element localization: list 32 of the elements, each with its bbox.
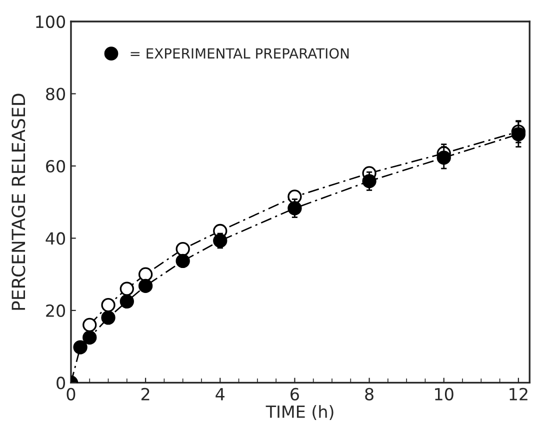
point <box>73 340 88 354</box>
x-tick-label: 0 <box>66 388 76 400</box>
x-tick-label: 2 <box>141 388 150 400</box>
point <box>101 298 116 312</box>
x-tick-label: 10 <box>435 388 454 400</box>
point <box>120 294 134 309</box>
point <box>176 242 190 256</box>
point <box>120 282 134 296</box>
y-tick-label: 20 <box>46 304 66 318</box>
point <box>138 267 153 282</box>
legend-label: = EXPERIMENTAL PREPARATION <box>130 48 349 59</box>
x-tick-label: 8 <box>365 388 374 400</box>
point <box>288 201 302 216</box>
point <box>362 174 376 188</box>
y-tick-label: 40 <box>46 232 66 245</box>
y-tick-label: 0 <box>56 376 66 390</box>
point <box>82 318 97 332</box>
x-axis-title: TIME (h) <box>266 405 334 420</box>
point <box>436 150 451 165</box>
y-tick-label: 100 <box>36 15 66 28</box>
x-tick-label: 12 <box>510 388 528 400</box>
y-tick-label: 80 <box>46 88 66 100</box>
x-tick-label: 6 <box>290 388 299 400</box>
point <box>213 234 228 248</box>
point <box>511 127 526 142</box>
point <box>82 330 97 345</box>
point <box>176 254 190 268</box>
x-tick-label: 4 <box>216 388 224 400</box>
point <box>101 310 116 325</box>
y-axis-title: PERCENTAGE RELEASED <box>12 94 26 310</box>
point <box>138 278 153 293</box>
y-tick-label: 60 <box>46 160 66 173</box>
